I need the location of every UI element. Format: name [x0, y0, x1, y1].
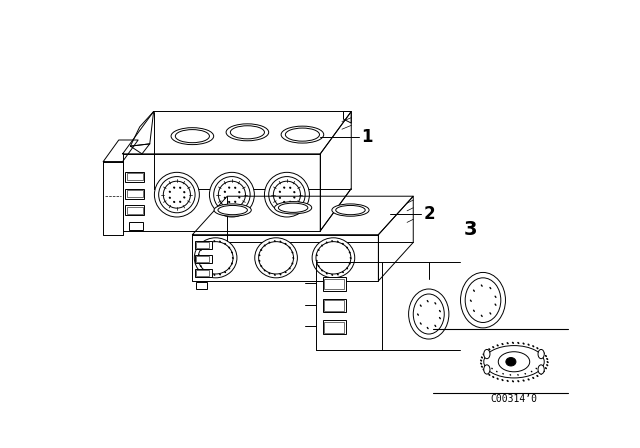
FancyBboxPatch shape [196, 282, 207, 289]
Ellipse shape [259, 241, 294, 274]
Polygon shape [193, 235, 378, 281]
Ellipse shape [230, 126, 264, 139]
Polygon shape [131, 144, 150, 154]
Ellipse shape [264, 172, 309, 217]
Ellipse shape [316, 241, 351, 274]
FancyBboxPatch shape [323, 299, 346, 313]
Text: 3: 3 [463, 220, 477, 239]
Ellipse shape [275, 202, 312, 214]
Ellipse shape [465, 278, 501, 323]
FancyBboxPatch shape [127, 207, 143, 214]
FancyBboxPatch shape [195, 255, 212, 263]
Ellipse shape [312, 238, 355, 278]
FancyBboxPatch shape [324, 300, 344, 311]
Ellipse shape [281, 126, 324, 143]
Ellipse shape [506, 358, 516, 366]
Text: C00314’0: C00314’0 [490, 394, 538, 404]
Ellipse shape [171, 128, 214, 145]
Ellipse shape [273, 181, 301, 208]
Polygon shape [320, 112, 351, 231]
Ellipse shape [336, 206, 365, 215]
Text: 2: 2 [423, 205, 435, 223]
Ellipse shape [499, 352, 530, 372]
FancyBboxPatch shape [196, 270, 209, 276]
Ellipse shape [538, 349, 544, 359]
FancyBboxPatch shape [125, 189, 145, 198]
FancyBboxPatch shape [127, 190, 143, 197]
Ellipse shape [332, 204, 369, 216]
Polygon shape [378, 196, 413, 281]
Ellipse shape [175, 129, 209, 143]
FancyBboxPatch shape [324, 279, 344, 289]
FancyBboxPatch shape [125, 206, 145, 215]
Polygon shape [123, 112, 351, 154]
Ellipse shape [198, 241, 233, 274]
Polygon shape [103, 162, 123, 235]
Ellipse shape [159, 177, 195, 213]
Ellipse shape [269, 177, 305, 213]
Ellipse shape [214, 177, 250, 213]
Polygon shape [103, 140, 138, 162]
Ellipse shape [538, 365, 544, 374]
Ellipse shape [408, 289, 449, 339]
Ellipse shape [285, 128, 319, 141]
Ellipse shape [195, 238, 237, 278]
Ellipse shape [461, 272, 506, 328]
FancyBboxPatch shape [129, 222, 143, 230]
Ellipse shape [218, 206, 248, 215]
Ellipse shape [226, 124, 269, 141]
FancyBboxPatch shape [324, 322, 344, 332]
FancyBboxPatch shape [196, 242, 209, 248]
FancyBboxPatch shape [323, 320, 346, 334]
Ellipse shape [218, 181, 246, 208]
Ellipse shape [209, 172, 254, 217]
Ellipse shape [255, 238, 298, 278]
FancyBboxPatch shape [125, 172, 145, 181]
Ellipse shape [484, 345, 544, 378]
Ellipse shape [278, 203, 308, 212]
Ellipse shape [214, 204, 252, 216]
FancyBboxPatch shape [196, 256, 209, 262]
Ellipse shape [154, 172, 199, 217]
Polygon shape [344, 112, 351, 123]
Polygon shape [131, 112, 154, 146]
FancyBboxPatch shape [195, 241, 212, 250]
Ellipse shape [413, 294, 444, 334]
Polygon shape [193, 196, 413, 235]
Ellipse shape [484, 365, 490, 374]
FancyBboxPatch shape [323, 277, 346, 291]
Ellipse shape [163, 181, 191, 208]
Ellipse shape [484, 349, 490, 359]
FancyBboxPatch shape [195, 269, 212, 277]
Text: 1: 1 [362, 128, 373, 146]
FancyBboxPatch shape [127, 173, 143, 180]
Polygon shape [123, 154, 320, 231]
